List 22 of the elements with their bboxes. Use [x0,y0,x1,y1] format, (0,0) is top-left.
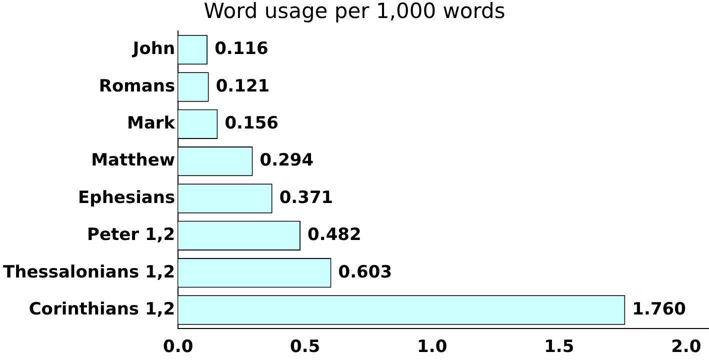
y-tick-label: John [132,39,176,60]
y-tick-label: Peter 1,2 [87,225,176,246]
y-tick-label: Thessalonians 1,2 [2,262,176,282]
data-label: 0.156 [224,114,279,134]
y-tick-label: Matthew [91,150,176,171]
data-label: 0.482 [308,225,362,246]
y-tick-label: Corinthians 1,2 [28,299,176,320]
y-tick-label: Romans [98,76,176,96]
x-tick-label: 0.5 [290,337,320,358]
data-label: 0.603 [338,262,392,282]
chart-title: Word usage per 1,000 words [204,0,506,24]
data-label: 0.116 [214,39,268,60]
x-tick-label: 0.0 [163,337,194,358]
x-tick-label: 1.5 [544,337,574,358]
data-label: 0.371 [279,188,334,208]
y-tick-label: Mark [127,114,176,134]
data-label: 0.121 [216,76,270,96]
y-tick-label: Ephesians [78,188,176,208]
x-tick-label: 2.0 [671,337,702,358]
data-label: 0.294 [260,150,314,171]
data-label: 1.760 [632,299,686,320]
x-tick-label: 1.0 [417,337,448,358]
